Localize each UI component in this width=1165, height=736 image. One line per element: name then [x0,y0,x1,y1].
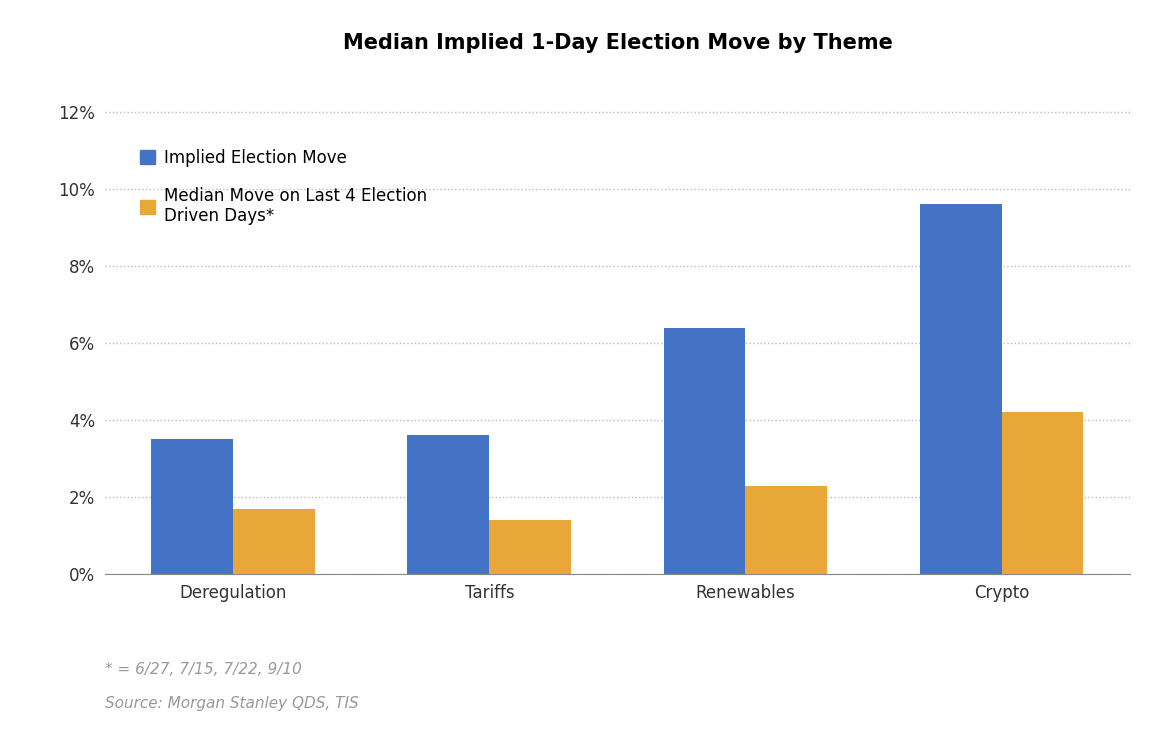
Bar [408,436,489,574]
Bar [919,205,1002,574]
Text: Source: Morgan Stanley QDS, TIS: Source: Morgan Stanley QDS, TIS [105,696,359,710]
Bar [233,509,316,574]
Text: * = 6/27, 7/15, 7/22, 9/10: * = 6/27, 7/15, 7/22, 9/10 [105,662,302,677]
Bar [664,328,746,574]
Bar [489,520,571,574]
Bar [1002,412,1083,574]
Legend: Implied Election Move, Median Move on Last 4 Election
Driven Days*: Implied Election Move, Median Move on La… [134,142,433,232]
Title: Median Implied 1-Day Election Move by Theme: Median Implied 1-Day Election Move by Th… [343,32,892,52]
Bar [746,486,827,574]
Bar [151,439,233,574]
